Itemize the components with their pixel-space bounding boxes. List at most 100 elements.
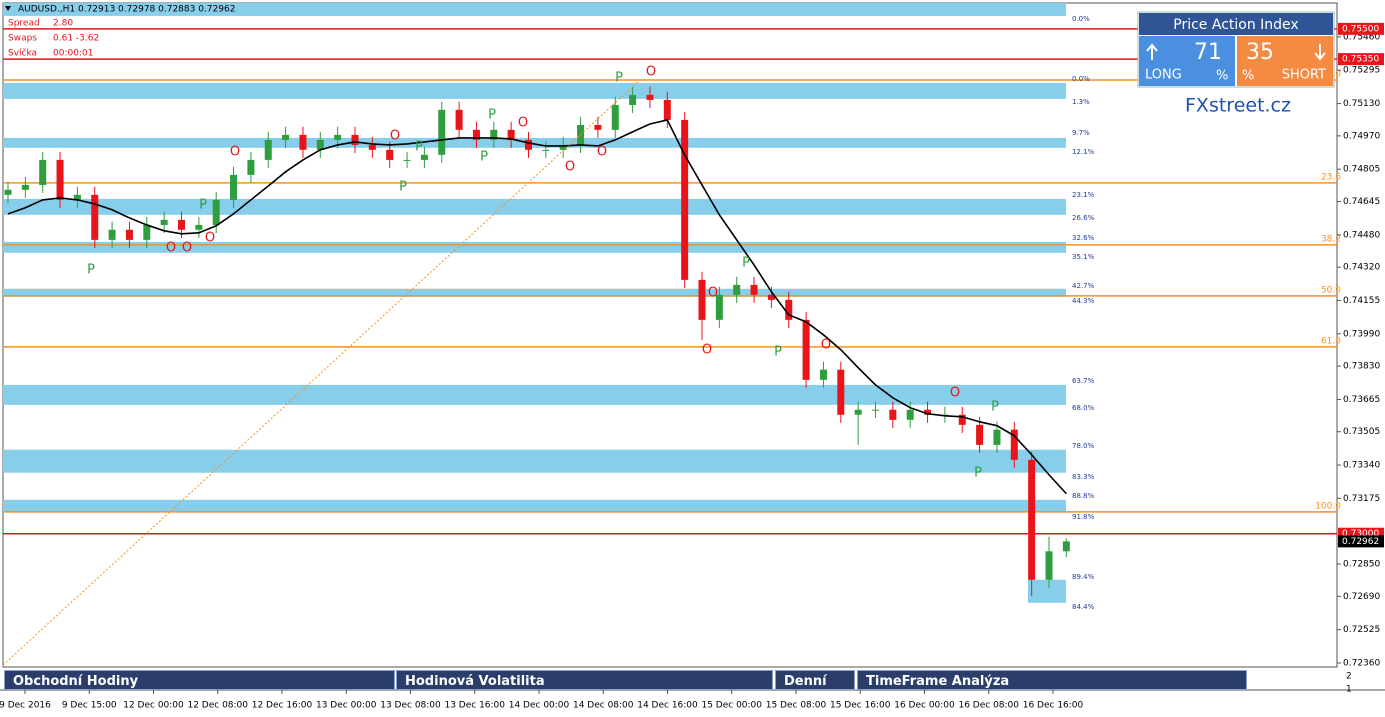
long-label: LONG [1145, 68, 1182, 83]
y-tick-label: 0.74805 [1343, 165, 1380, 175]
pattern-marker: P [974, 466, 982, 481]
y-tick-label: 0.74155 [1343, 296, 1380, 306]
zone-label: 83.3% [1072, 473, 1095, 481]
y-tick-label: 0.73830 [1343, 362, 1380, 372]
candle-body [750, 284, 758, 295]
down-arrow [1314, 44, 1326, 61]
y-tick-label: 0.75460 [1343, 32, 1380, 42]
info-key: Swaps [8, 34, 37, 44]
fib-label: 100.0 [1315, 501, 1341, 511]
zone-label: 42.7% [1072, 282, 1095, 290]
zone-label: 9.7% [1072, 129, 1090, 137]
x-tick-label: 13 Dec 16:00 [444, 701, 505, 711]
trend-line [2, 79, 641, 666]
candle-body [525, 139, 532, 150]
candle-body [924, 409, 932, 415]
candle-body [715, 294, 723, 320]
zone-label: 78.0% [1072, 442, 1095, 450]
zone [3, 82, 1066, 99]
x-tick-label: 9 Dec 15:00 [62, 701, 117, 711]
candle-body [4, 189, 12, 195]
x-tick-label: 15 Dec 16:00 [830, 701, 891, 711]
panel-scale: 1 [1346, 685, 1352, 695]
zone [3, 499, 1066, 512]
y-tick-label: 0.72525 [1343, 625, 1380, 635]
info-value: 00:00:01 [53, 49, 93, 59]
candle-body [490, 129, 498, 140]
candle-body [264, 139, 272, 160]
panel[interactable]: Hodinová Volatilita [396, 670, 773, 690]
pattern-marker: O [950, 386, 960, 401]
pattern-marker: O [565, 160, 575, 175]
x-tick-label: 12 Dec 16:00 [252, 701, 313, 711]
panel[interactable]: Obchodní Hodiny [4, 670, 395, 690]
x-tick-label: 16 Dec 16:00 [1023, 701, 1084, 711]
zone [3, 241, 1066, 253]
zone-label: 84.4% [1072, 603, 1095, 611]
symbol-line: AUDUSD.,H1 0.72913 0.72978 0.72883 0.729… [18, 5, 235, 15]
pai-header [1139, 13, 1333, 35]
zone-label: 91.8% [1072, 513, 1095, 521]
y-tick-label: 0.73665 [1343, 395, 1380, 405]
x-tick-label: 12 Dec 08:00 [187, 701, 248, 711]
zone [3, 288, 1066, 297]
long-unit: % [1216, 69, 1228, 84]
candle-body [1062, 541, 1070, 552]
candle-body [316, 139, 324, 150]
pattern-marker: O [390, 129, 400, 144]
pattern-marker: P [87, 263, 95, 278]
candle-body [143, 224, 151, 240]
zone [3, 137, 1066, 148]
y-tick-label: 0.72850 [1343, 560, 1380, 570]
x-tick-label: 15 Dec 00:00 [701, 701, 762, 711]
pattern-marker: P [488, 108, 496, 123]
y-tick-label: 0.75130 [1343, 99, 1380, 109]
pattern-marker: O [166, 241, 176, 256]
pattern-marker: P [480, 150, 488, 165]
y-tick-label: 0.73175 [1343, 494, 1380, 504]
candle-body [91, 194, 99, 240]
pattern-marker: O [230, 145, 240, 160]
zone [3, 449, 1066, 473]
level-tag-label: 0.75350 [1342, 55, 1379, 65]
pattern-marker: P [615, 71, 623, 86]
pai-box: Price Action Index 71 LONG % 35 % SHORT [1137, 11, 1335, 88]
candle-body [195, 224, 203, 230]
moving-average [7, 119, 1067, 495]
candle-body [282, 134, 290, 140]
panel[interactable]: Denní Volatilita [775, 670, 855, 690]
zone-label: 12.1% [1072, 148, 1095, 156]
panel[interactable]: TimeFrame Analýza [857, 670, 1247, 690]
y-tick-label: 0.74970 [1343, 131, 1380, 141]
y-tick-label: 0.73990 [1343, 329, 1380, 339]
fib-label: 61.8 [1321, 336, 1341, 346]
pai-short [1237, 36, 1333, 86]
zone-label: 0.0% [1072, 15, 1090, 23]
candle-body [212, 199, 220, 225]
candle-body [819, 369, 827, 380]
zone [3, 384, 1066, 405]
y-tick-label: 0.72690 [1343, 592, 1380, 602]
zone [3, 198, 1066, 215]
current-tag-label: 0.72962 [1342, 537, 1379, 547]
level-tag-label: 0.75500 [1342, 24, 1379, 34]
x-tick-label: 12 Dec 00:00 [123, 701, 184, 711]
fib-label: 0.0 [1327, 69, 1342, 79]
pattern-marker: P [415, 140, 423, 155]
zone-label: 35.1% [1072, 253, 1095, 261]
candle-body [247, 159, 255, 175]
candle-body [559, 144, 567, 150]
zone-label: 44.3% [1072, 297, 1095, 305]
info-value: 2.80 [53, 19, 73, 29]
candle-body [577, 124, 585, 145]
level-tag [1338, 53, 1384, 66]
candle-body [976, 424, 984, 445]
candle-body [872, 409, 879, 411]
menu-arrow [5, 6, 11, 11]
x-tick-label: 16 Dec 08:00 [958, 701, 1019, 711]
candle-body [160, 219, 168, 225]
candle-body [351, 134, 359, 145]
candle-body [906, 409, 914, 420]
candle-body [108, 229, 116, 240]
